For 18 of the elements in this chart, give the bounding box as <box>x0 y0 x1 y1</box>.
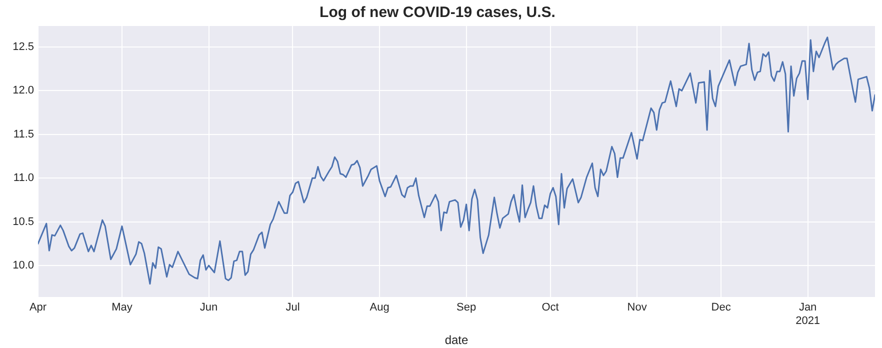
y-tick-label: 12.0 <box>12 84 34 97</box>
x-tick-label: Jun <box>200 302 218 314</box>
x-tick-label: Oct <box>542 302 559 314</box>
y-tick-label: 10.5 <box>12 216 34 228</box>
y-tick-label: 11.5 <box>13 128 34 140</box>
x-tick-label: Apr <box>29 302 47 314</box>
x-tick-label: Dec <box>711 302 732 314</box>
x-tick-label: Nov <box>627 302 648 314</box>
x-tick-label: May <box>112 302 133 314</box>
x-tick-label: Jan 2021 <box>796 302 820 327</box>
y-tick-label: 10.0 <box>12 260 34 272</box>
y-tick-label: 12.5 <box>12 41 34 54</box>
x-tick-label: Sep <box>456 302 476 314</box>
chart-title: Log of new COVID-19 cases, U.S. <box>320 4 556 22</box>
x-axis-title: date <box>444 333 468 348</box>
y-tick-label: 11.0 <box>13 172 34 184</box>
x-tick-label: Aug <box>370 302 390 314</box>
x-tick-label: Jul <box>286 302 300 314</box>
